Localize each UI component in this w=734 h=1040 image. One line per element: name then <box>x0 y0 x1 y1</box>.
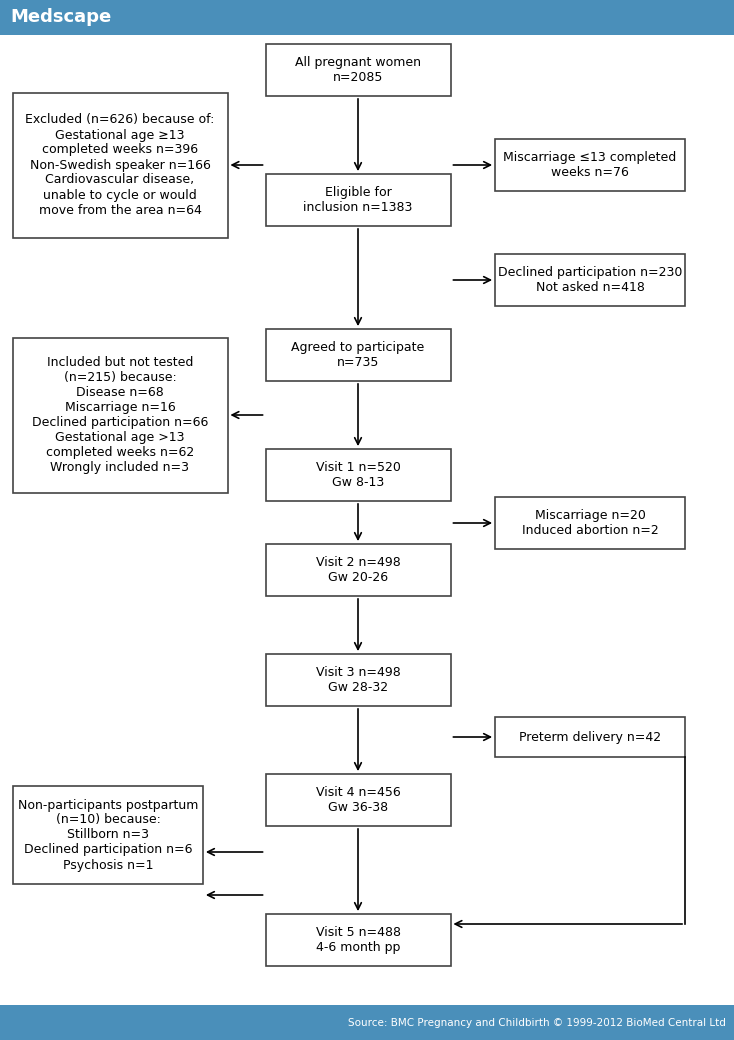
Bar <box>266 174 451 226</box>
Bar <box>495 717 685 757</box>
Text: Agreed to participate
n=735: Agreed to participate n=735 <box>291 341 425 369</box>
Bar <box>266 544 451 596</box>
Text: Source: BMC Pregnancy and Childbirth © 1999-2012 BioMed Central Ltd: Source: BMC Pregnancy and Childbirth © 1… <box>348 1017 726 1028</box>
Text: Visit 2 n=498
Gw 20-26: Visit 2 n=498 Gw 20-26 <box>316 556 400 584</box>
Bar <box>13 786 203 884</box>
Bar <box>495 254 685 306</box>
Bar <box>266 654 451 706</box>
Bar <box>495 497 685 549</box>
Text: Miscarriage n=20
Induced abortion n=2: Miscarriage n=20 Induced abortion n=2 <box>522 509 658 537</box>
Bar <box>266 914 451 966</box>
Text: Preterm delivery n=42: Preterm delivery n=42 <box>519 730 661 744</box>
Bar <box>495 139 685 191</box>
Text: Eligible for
inclusion n=1383: Eligible for inclusion n=1383 <box>303 186 413 214</box>
Bar <box>12 338 228 493</box>
Bar <box>0 1005 734 1040</box>
Text: Declined participation n=230
Not asked n=418: Declined participation n=230 Not asked n… <box>498 266 682 294</box>
Bar <box>266 449 451 501</box>
Text: Visit 1 n=520
Gw 8-13: Visit 1 n=520 Gw 8-13 <box>316 461 401 489</box>
Bar <box>12 93 228 237</box>
Text: Visit 3 n=498
Gw 28-32: Visit 3 n=498 Gw 28-32 <box>316 666 400 694</box>
Bar <box>0 0 734 35</box>
Text: Excluded (n=626) because of:
Gestational age ≥13
completed weeks n=396
Non-Swedi: Excluded (n=626) because of: Gestational… <box>25 113 214 216</box>
Bar <box>266 329 451 381</box>
Text: Visit 5 n=488
4-6 month pp: Visit 5 n=488 4-6 month pp <box>316 926 401 954</box>
Bar <box>266 44 451 96</box>
Bar <box>266 774 451 826</box>
Text: Visit 4 n=456
Gw 36-38: Visit 4 n=456 Gw 36-38 <box>316 786 400 814</box>
Text: Included but not tested
(n=215) because:
Disease n=68
Miscarriage n=16
Declined : Included but not tested (n=215) because:… <box>32 356 208 474</box>
Text: Miscarriage ≤13 completed
weeks n=76: Miscarriage ≤13 completed weeks n=76 <box>504 151 677 179</box>
Text: All pregnant women
n=2085: All pregnant women n=2085 <box>295 56 421 84</box>
Text: Medscape: Medscape <box>10 8 112 26</box>
Text: Non-participants postpartum
(n=10) because:
Stillborn n=3
Declined participation: Non-participants postpartum (n=10) becau… <box>18 799 198 872</box>
